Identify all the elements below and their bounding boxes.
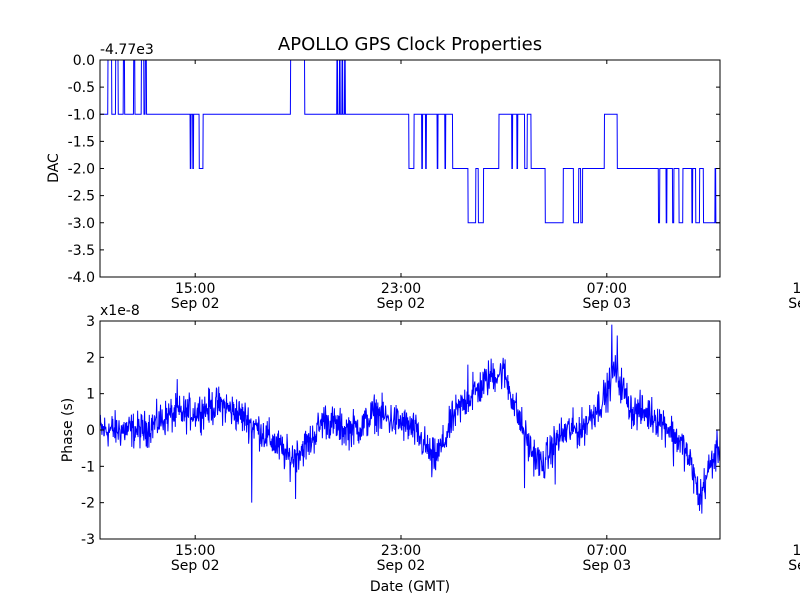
phase-xtick-time: 07:00 — [587, 543, 627, 559]
dac-ticks: -4.0 -3.5 -3.0 -2.5 -2.0 -1.5 -1.0 -0.5 0.0 15:00… — [68, 53, 800, 312]
phase-ytick-label: -1 — [81, 459, 95, 475]
dac-xtick-date: Sep 03 — [582, 296, 631, 312]
dac-xtick-time: 15:00 — [175, 281, 215, 297]
dac-ytick-label: -3.5 — [68, 243, 95, 259]
x-axis-label: Date (GMT) — [370, 579, 450, 595]
dac-ytick-label: -0.5 — [68, 80, 95, 96]
dac-ytick-label: -2.0 — [68, 162, 95, 178]
dac-xtick-date: Sep 03 — [788, 296, 800, 312]
dac-y-axis-label: DAC — [46, 153, 62, 183]
phase-ytick-label: 3 — [86, 314, 95, 330]
phase-series-line — [100, 324, 720, 514]
dac-ytick-label: -1.0 — [68, 107, 95, 123]
phase-xtick-date: Sep 02 — [171, 558, 220, 574]
phase-xtick-date: Sep 02 — [377, 558, 426, 574]
phase-offset-label: x1e-8 — [100, 303, 140, 319]
dac-series-group — [100, 60, 720, 224]
phase-ytick-label: -3 — [81, 532, 95, 548]
phase-ytick-label: 0 — [86, 423, 95, 439]
phase-series-group — [100, 324, 720, 514]
chart-title: APOLLO GPS Clock Properties — [278, 34, 542, 55]
dac-ytick-label: 0.0 — [73, 53, 95, 69]
dac-offset-label: -4.77e3 — [100, 42, 154, 58]
phase-xtick-time: 15:00 — [792, 543, 800, 559]
dac-ytick-label: -1.5 — [68, 134, 95, 150]
dac-xtick-time: 15:00 — [792, 281, 800, 297]
dac-ytick-label: -2.5 — [68, 189, 95, 205]
phase-ytick-label: -2 — [81, 496, 95, 512]
dac-xtick-time: 23:00 — [381, 281, 421, 297]
phase-xtick-date: Sep 03 — [582, 558, 631, 574]
phase-ytick-label: 1 — [86, 387, 95, 403]
dac-xtick-time: 07:00 — [587, 281, 627, 297]
dac-series-line — [100, 60, 720, 224]
phase-xtick-date: Sep 03 — [788, 558, 800, 574]
phase-xtick-time: 15:00 — [175, 543, 215, 559]
dac-ytick-label: -4.0 — [68, 270, 95, 286]
dac-panel: -4.0 -3.5 -3.0 -2.5 -2.0 -1.5 -1.0 -0.5 0.0 15:00… — [46, 42, 800, 312]
phase-ytick-label: 2 — [86, 350, 95, 366]
dac-ytick-label: -3.0 — [68, 216, 95, 232]
dac-xtick-date: Sep 02 — [171, 296, 220, 312]
phase-xtick-time: 23:00 — [381, 543, 421, 559]
phase-y-axis-label: Phase (s) — [60, 398, 76, 462]
dac-xtick-date: Sep 02 — [377, 296, 426, 312]
